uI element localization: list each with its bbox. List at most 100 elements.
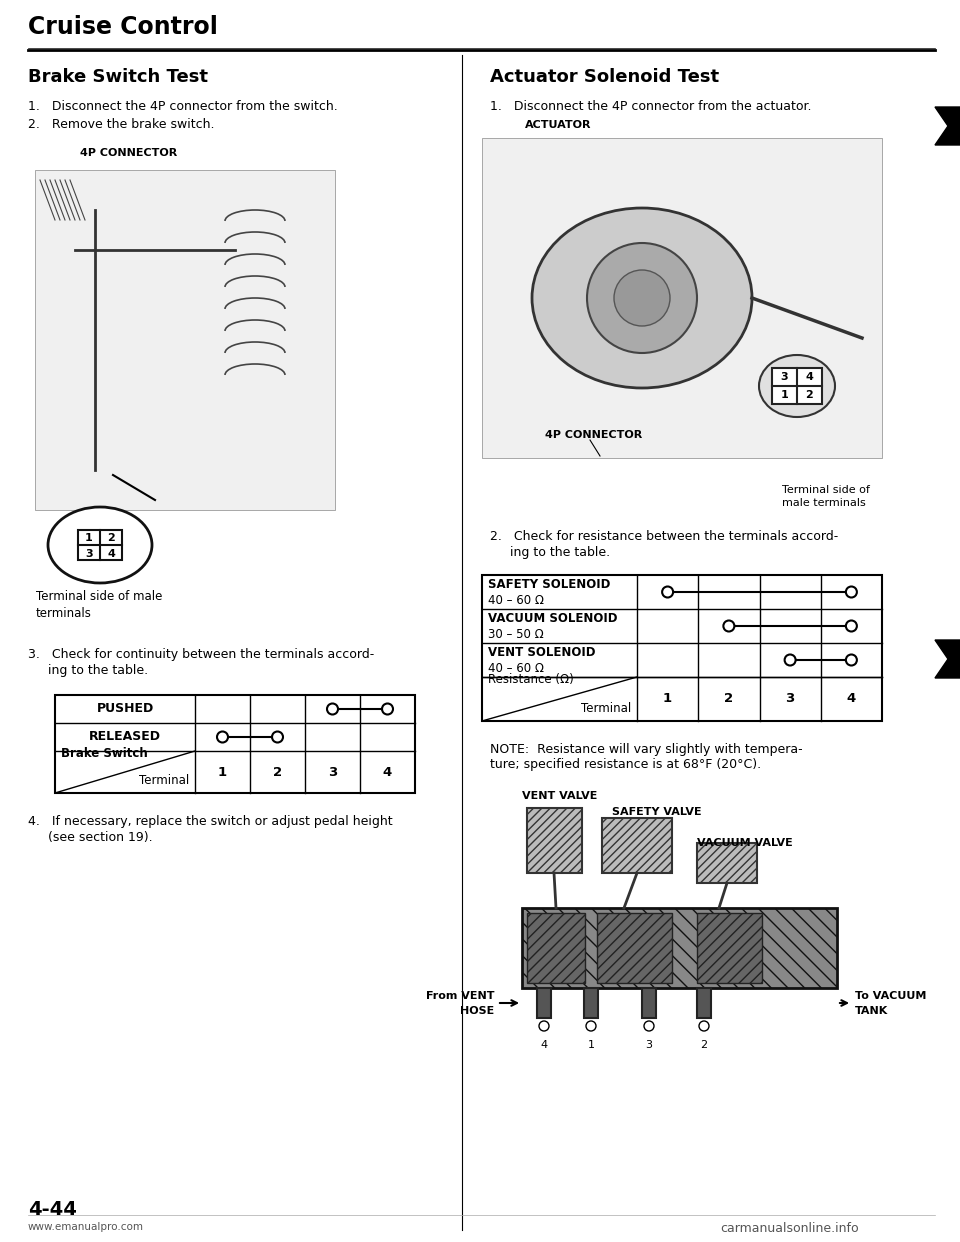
Text: 4: 4 bbox=[108, 549, 115, 559]
Text: HOSE: HOSE bbox=[460, 1006, 494, 1016]
Text: 30 – 50 Ω: 30 – 50 Ω bbox=[488, 627, 543, 641]
Text: 3: 3 bbox=[85, 549, 93, 559]
Text: 4P CONNECTOR: 4P CONNECTOR bbox=[80, 148, 178, 158]
Text: 2.   Check for resistance between the terminals accord-: 2. Check for resistance between the term… bbox=[490, 530, 838, 543]
Bar bbox=[697, 913, 762, 982]
Text: 1: 1 bbox=[218, 765, 228, 779]
Text: VENT SOLENOID: VENT SOLENOID bbox=[488, 647, 595, 660]
Text: 2: 2 bbox=[273, 765, 282, 779]
Text: VACUUM SOLENOID: VACUUM SOLENOID bbox=[488, 612, 617, 626]
Text: 1: 1 bbox=[663, 693, 672, 705]
Text: NOTE:  Resistance will vary slightly with tempera-: NOTE: Resistance will vary slightly with… bbox=[490, 743, 803, 756]
Ellipse shape bbox=[759, 355, 835, 417]
Circle shape bbox=[327, 703, 338, 714]
Bar bbox=[527, 913, 585, 982]
Text: From VENT: From VENT bbox=[425, 991, 494, 1001]
FancyBboxPatch shape bbox=[602, 818, 672, 873]
Text: 4P CONNECTOR: 4P CONNECTOR bbox=[545, 430, 642, 440]
Circle shape bbox=[846, 621, 857, 631]
Text: TANK: TANK bbox=[855, 1006, 888, 1016]
Text: 1: 1 bbox=[780, 390, 788, 400]
Text: ing to the table.: ing to the table. bbox=[490, 546, 611, 559]
Bar bbox=[522, 908, 837, 987]
Text: www.emanualpro.com: www.emanualpro.com bbox=[28, 1222, 144, 1232]
Circle shape bbox=[644, 1021, 654, 1031]
Text: 2.   Remove the brake switch.: 2. Remove the brake switch. bbox=[28, 118, 214, 130]
Text: 2: 2 bbox=[724, 693, 733, 705]
Bar bbox=[642, 987, 656, 1018]
Circle shape bbox=[217, 732, 228, 743]
Text: 3: 3 bbox=[328, 765, 337, 779]
Text: 40 – 60 Ω: 40 – 60 Ω bbox=[488, 594, 544, 606]
Circle shape bbox=[784, 655, 796, 666]
Circle shape bbox=[846, 586, 857, 597]
Text: SAFETY SOLENOID: SAFETY SOLENOID bbox=[488, 579, 611, 591]
Text: 1.   Disconnect the 4P connector from the actuator.: 1. Disconnect the 4P connector from the … bbox=[490, 101, 811, 113]
Text: Brake Switch: Brake Switch bbox=[61, 746, 148, 760]
Text: Brake Switch Test: Brake Switch Test bbox=[28, 68, 208, 86]
Bar bbox=[772, 368, 822, 404]
Text: 1.   Disconnect the 4P connector from the switch.: 1. Disconnect the 4P connector from the … bbox=[28, 101, 338, 113]
Bar bbox=[537, 987, 551, 1018]
Circle shape bbox=[382, 703, 393, 714]
Circle shape bbox=[586, 1021, 596, 1031]
Bar bbox=[55, 696, 415, 792]
Circle shape bbox=[587, 243, 697, 353]
Text: Actuator Solenoid Test: Actuator Solenoid Test bbox=[490, 68, 719, 86]
Text: 4: 4 bbox=[540, 1040, 547, 1049]
Text: To VACUUM: To VACUUM bbox=[855, 991, 926, 1001]
Text: PUSHED: PUSHED bbox=[96, 703, 154, 715]
FancyBboxPatch shape bbox=[527, 809, 582, 873]
Bar bbox=[78, 530, 122, 560]
Text: 4: 4 bbox=[847, 693, 856, 705]
Text: (see section 19).: (see section 19). bbox=[28, 831, 153, 845]
Circle shape bbox=[724, 621, 734, 631]
Circle shape bbox=[846, 655, 857, 666]
Text: ture; specified resistance is at 68°F (20°C).: ture; specified resistance is at 68°F (2… bbox=[490, 758, 761, 771]
Text: 4-44: 4-44 bbox=[28, 1200, 77, 1218]
Ellipse shape bbox=[48, 507, 152, 582]
Circle shape bbox=[272, 732, 283, 743]
Text: carmanualsonline.info: carmanualsonline.info bbox=[720, 1222, 858, 1235]
Polygon shape bbox=[935, 107, 960, 145]
Text: Terminal side of male
terminals: Terminal side of male terminals bbox=[36, 590, 162, 620]
Bar bbox=[512, 782, 852, 1033]
Bar bbox=[482, 138, 882, 458]
Bar bbox=[597, 913, 672, 982]
Text: 3: 3 bbox=[780, 373, 788, 383]
FancyBboxPatch shape bbox=[697, 843, 757, 883]
Text: VACUUM VALVE: VACUUM VALVE bbox=[697, 838, 793, 848]
Circle shape bbox=[614, 270, 670, 325]
Text: ing to the table.: ing to the table. bbox=[28, 664, 148, 677]
Text: 1: 1 bbox=[588, 1040, 594, 1049]
Polygon shape bbox=[935, 640, 960, 678]
Bar bbox=[584, 987, 598, 1018]
Text: 2: 2 bbox=[701, 1040, 708, 1049]
Text: 4.   If necessary, replace the switch or adjust pedal height: 4. If necessary, replace the switch or a… bbox=[28, 815, 393, 828]
Text: Resistance (Ω): Resistance (Ω) bbox=[488, 673, 574, 686]
Text: 2: 2 bbox=[108, 533, 115, 543]
Bar bbox=[482, 575, 882, 722]
Text: SAFETY VALVE: SAFETY VALVE bbox=[612, 807, 702, 817]
Text: RELEASED: RELEASED bbox=[89, 730, 161, 744]
Circle shape bbox=[539, 1021, 549, 1031]
Text: VENT VALVE: VENT VALVE bbox=[522, 791, 597, 801]
Text: Terminal: Terminal bbox=[581, 702, 631, 715]
Text: 2: 2 bbox=[805, 390, 813, 400]
Text: 4: 4 bbox=[383, 765, 392, 779]
Text: 3: 3 bbox=[785, 693, 795, 705]
Circle shape bbox=[699, 1021, 709, 1031]
Text: 1: 1 bbox=[85, 533, 93, 543]
Bar bbox=[35, 170, 335, 510]
Bar bbox=[697, 987, 711, 1018]
Ellipse shape bbox=[532, 207, 752, 388]
Text: Terminal: Terminal bbox=[139, 774, 189, 787]
Text: Cruise Control: Cruise Control bbox=[28, 15, 218, 39]
Text: Terminal side of
male terminals: Terminal side of male terminals bbox=[782, 484, 870, 508]
Text: 40 – 60 Ω: 40 – 60 Ω bbox=[488, 662, 544, 674]
Text: 3.   Check for continuity between the terminals accord-: 3. Check for continuity between the term… bbox=[28, 648, 374, 661]
Text: ACTUATOR: ACTUATOR bbox=[525, 120, 591, 130]
Text: 3: 3 bbox=[645, 1040, 653, 1049]
Text: 4: 4 bbox=[805, 373, 813, 383]
Circle shape bbox=[662, 586, 673, 597]
